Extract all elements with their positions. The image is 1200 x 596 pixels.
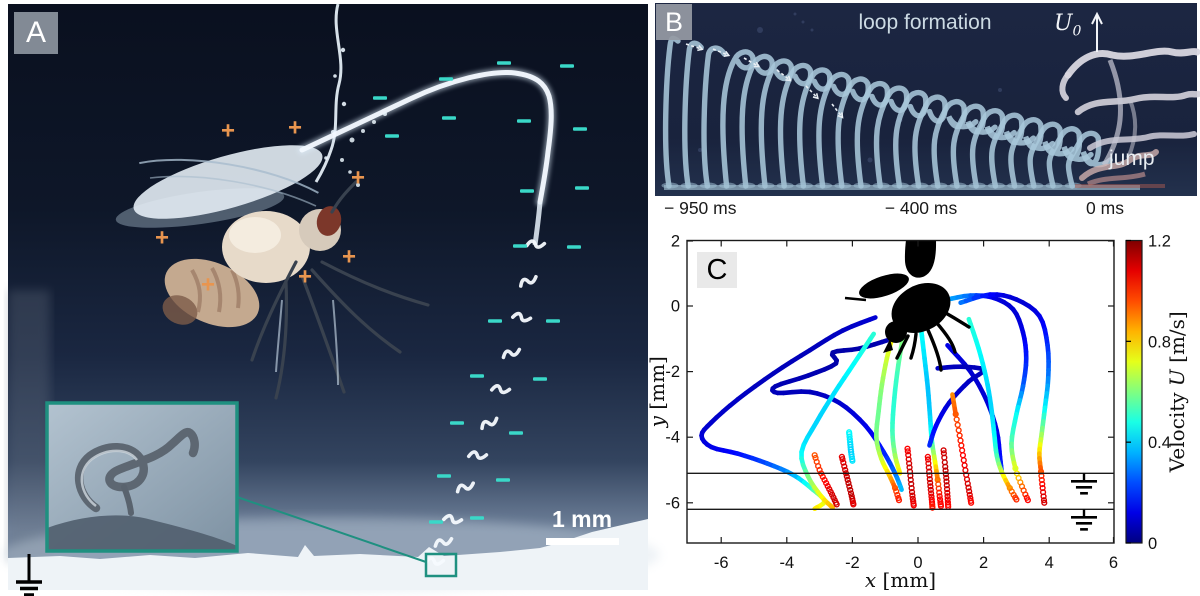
liquid-thread <box>314 3 347 183</box>
scale-bar <box>546 538 619 545</box>
minus-charge-symbol <box>470 516 484 520</box>
worm-frame <box>931 98 979 189</box>
y-tick-label: -4 <box>665 429 680 447</box>
minus-charge-symbol <box>385 134 399 138</box>
minus-charge-symbol <box>567 245 581 249</box>
panel-b-label: B <box>656 4 692 40</box>
minus-charge-symbol <box>437 474 451 478</box>
plus-charge-symbol: + <box>351 165 365 192</box>
plus-charge-symbol: + <box>155 225 169 252</box>
timestamp-end: 0 ms <box>1086 198 1124 218</box>
minus-charge-symbol <box>575 186 589 190</box>
fly-eye <box>316 206 342 236</box>
timestamp-mid: − 400 ms <box>884 198 958 218</box>
panel-b-label-text: B <box>664 6 683 37</box>
minus-charge-symbol <box>497 61 511 65</box>
ground-electrode-symbols <box>1071 473 1097 531</box>
y-tick-label: -6 <box>665 494 680 512</box>
inset-worm-loop <box>45 401 239 553</box>
y-tick-label: 0 <box>671 298 680 316</box>
minus-charge-symbol <box>509 431 523 435</box>
x-axis-label: x [mm] <box>865 568 936 592</box>
y-axis-label: y [mm] <box>645 356 669 428</box>
minus-charge-symbol <box>450 421 464 425</box>
x-tick-label: 6 <box>1109 554 1118 572</box>
u0-base: U <box>1054 11 1073 36</box>
jump-annotation: jump <box>1109 147 1155 170</box>
minus-charge-symbol <box>439 77 453 81</box>
panel-c-label: C <box>697 252 737 288</box>
inset-callout-line <box>236 496 427 563</box>
minus-charge-symbol <box>513 244 527 248</box>
colorbar-tick-label: 0.8 <box>1148 333 1171 351</box>
minus-charge-symbol <box>429 520 443 524</box>
x-tick-label: -4 <box>779 554 794 572</box>
worm-frame <box>950 103 998 189</box>
minus-charge-symbol <box>533 377 547 381</box>
loop-formation-title: loop formation <box>858 11 992 34</box>
worm-frame <box>682 40 704 189</box>
panel-c-label-text: C <box>706 253 728 286</box>
u0-arrow <box>1091 11 1103 52</box>
minus-charge-symbol <box>496 478 510 482</box>
colorbar-gradient <box>1125 239 1143 544</box>
plus-charge-symbol: + <box>221 118 235 145</box>
x-tick-label: 0 <box>913 554 922 572</box>
scale-bar-label: 1 mm <box>551 506 613 532</box>
fly-legs <box>250 180 430 400</box>
fly-photo <box>115 145 430 400</box>
minus-charge-symbol <box>517 119 531 123</box>
y-tick-label: -2 <box>665 363 680 381</box>
minus-charge-symbol <box>442 116 456 120</box>
fly-silhouette <box>844 240 971 372</box>
worm-trajectory-photo <box>297 68 556 566</box>
colorbar-tick-label: 0 <box>1148 535 1157 553</box>
negative-charges <box>373 61 589 524</box>
positive-charges: + + + + + + + <box>155 115 365 299</box>
plus-charge-symbol: + <box>201 272 215 299</box>
colorbar: 0 0.4 0.8 1.2 Velocity U [m/s] <box>1125 233 1189 553</box>
minus-charge-symbol <box>573 127 587 131</box>
plus-charge-symbol: + <box>342 244 356 271</box>
minus-charge-symbol <box>560 64 574 68</box>
minus-charge-symbol <box>546 319 560 323</box>
colorbar-tick-label: 1.2 <box>1148 233 1171 251</box>
x-tick-label: -2 <box>845 554 860 572</box>
panel-a-label-text: A <box>25 16 46 49</box>
worm-frame <box>1065 130 1113 189</box>
launch-velocity-label: U0 <box>1054 11 1081 39</box>
colorbar-tick-label: 0.4 <box>1148 434 1171 452</box>
minus-charge-symbol <box>520 189 534 193</box>
inset-source-box <box>424 552 458 578</box>
x-tick-label: 4 <box>1045 554 1054 572</box>
jump-worms <box>1059 47 1200 188</box>
worm-frame <box>701 45 728 189</box>
panel-a-label: A <box>14 12 58 54</box>
u0-sub: 0 <box>1072 23 1082 40</box>
minus-charge-symbol <box>488 319 502 323</box>
plus-charge-symbol: + <box>288 115 302 142</box>
ground-surface <box>8 519 648 590</box>
minus-charge-symbol <box>373 96 387 100</box>
inset-border <box>45 401 239 553</box>
ground-symbol <box>16 554 42 596</box>
axis: -6 -4 -2 0 2 4 6 2 0 -2 -4 -6 x [mm] y [mm] <box>645 233 1118 593</box>
motion-arrows <box>685 43 844 119</box>
colorbar-label: Velocity U [m/s] <box>1165 311 1189 473</box>
minus-charge-symbol <box>470 374 484 378</box>
y-tick-label: 2 <box>671 233 680 251</box>
x-tick-label: 2 <box>979 554 988 572</box>
trajectories <box>699 292 1051 512</box>
timestamp-start: − 950 ms <box>664 198 737 218</box>
x-tick-label: -6 <box>714 554 729 572</box>
plus-charge-symbol: + <box>298 264 312 291</box>
